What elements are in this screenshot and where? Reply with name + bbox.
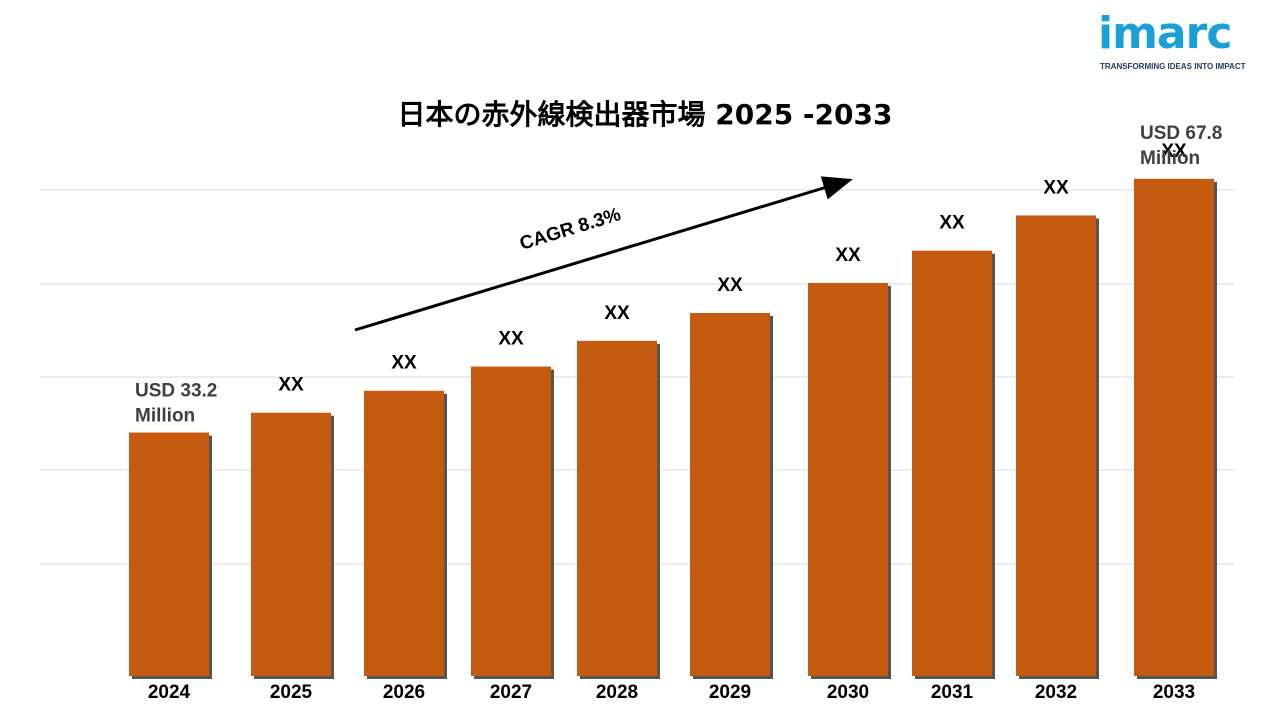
data-label: XX bbox=[1161, 141, 1187, 162]
first-bar-value-label: USD 33.2 bbox=[135, 381, 217, 402]
data-label: XX bbox=[498, 329, 524, 350]
last-bar-value-label: USD 67.8 bbox=[1140, 123, 1222, 144]
chart-title: 日本の赤外線検出器市場 2025 -2033 bbox=[398, 98, 893, 131]
data-label: XX bbox=[835, 245, 861, 266]
bar bbox=[577, 340, 657, 676]
bar bbox=[912, 250, 992, 676]
x-tick-label: 2033 bbox=[1153, 682, 1195, 703]
logo-wordmark: imarc bbox=[1098, 8, 1232, 59]
data-labels: XX XX XX XX XX XX XX XX XX USD 33.2 Million USD 67.… bbox=[135, 123, 1222, 427]
bar bbox=[364, 390, 444, 676]
x-tick-label: 2024 bbox=[148, 682, 191, 703]
x-tick-label: 2030 bbox=[827, 682, 869, 703]
x-tick-label: 2032 bbox=[1035, 682, 1077, 703]
logo-tagline: TRANSFORMING IDEAS INTO IMPACT bbox=[1100, 62, 1246, 71]
x-tick-label: 2025 bbox=[270, 682, 313, 703]
last-bar-value-label: Million bbox=[1140, 148, 1200, 169]
data-label: XX bbox=[1043, 177, 1069, 198]
x-tick-label: 2027 bbox=[490, 682, 532, 703]
data-label: XX bbox=[939, 213, 965, 234]
x-tick-label: 2029 bbox=[709, 682, 751, 703]
bar bbox=[1016, 215, 1096, 676]
x-tick-label: 2028 bbox=[596, 682, 638, 703]
x-tick-labels: 2024 2025 2026 2027 2028 2029 2030 2031 2032 2033 bbox=[148, 682, 1195, 703]
bar bbox=[1134, 178, 1214, 677]
data-label: XX bbox=[278, 375, 304, 396]
bars bbox=[129, 178, 1217, 680]
bar bbox=[808, 282, 888, 676]
data-label: XX bbox=[391, 353, 417, 374]
data-label: XX bbox=[717, 275, 743, 296]
bar bbox=[251, 412, 331, 676]
x-tick-label: 2031 bbox=[931, 682, 974, 703]
bar bbox=[471, 366, 551, 676]
bar bbox=[129, 432, 209, 676]
data-label: XX bbox=[604, 303, 630, 324]
cagr-arrow bbox=[354, 176, 853, 332]
bar bbox=[690, 313, 770, 676]
cagr-label: CAGR 8.3% bbox=[517, 204, 623, 255]
first-bar-value-label: Million bbox=[135, 406, 195, 427]
imarc-logo: imarc TRANSFORMING IDEAS INTO IMPACT bbox=[1098, 6, 1258, 76]
x-tick-label: 2026 bbox=[383, 682, 425, 703]
